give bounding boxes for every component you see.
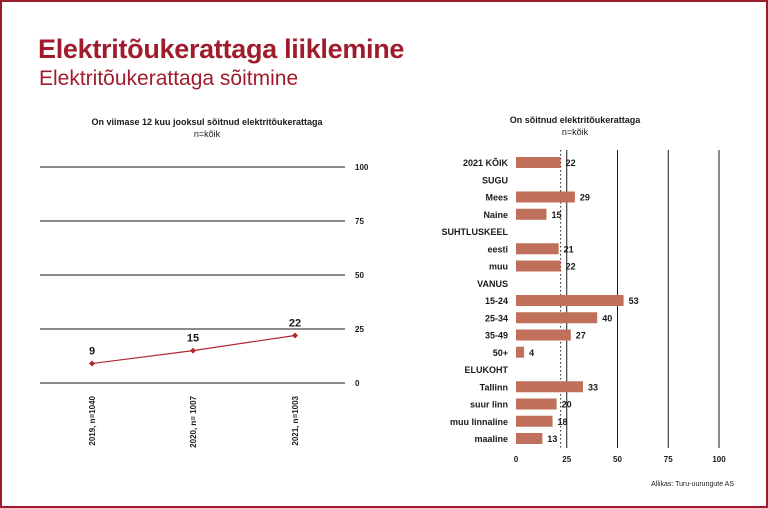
bar-category-label: muu xyxy=(489,262,508,272)
line-chart-title: On viimase 12 kuu jooksul sõitnud elektr… xyxy=(91,117,323,127)
bar-x-tick-label: 25 xyxy=(562,455,571,464)
bar-mark xyxy=(516,295,624,306)
line-data-label: 15 xyxy=(187,333,199,345)
line-x-category-label: 2019, n=1040 xyxy=(88,395,97,445)
bar-value-label: 29 xyxy=(580,193,590,203)
bar-value-label: 4 xyxy=(529,348,534,358)
bar-x-tick-label: 50 xyxy=(613,455,622,464)
bar-category-label: suur linn xyxy=(470,400,508,410)
bar-category-label: 50+ xyxy=(493,348,508,358)
bar-category-label: 2021 KÕIK xyxy=(463,158,509,168)
bar-group-heading: VANUS xyxy=(477,279,508,289)
bar-mark xyxy=(516,346,525,358)
line-data-point xyxy=(89,360,95,367)
bar-value-label: 13 xyxy=(547,434,557,444)
page-subtitle: Elektritõukerattaga sõitmine xyxy=(39,67,299,90)
bar-category-label: Naine xyxy=(483,210,508,220)
line-y-tick-label: 100 xyxy=(355,163,369,172)
line-data-label: 9 xyxy=(89,346,95,358)
bar-category-label: eesti xyxy=(487,244,508,254)
bar-mark xyxy=(516,208,547,220)
bar-group-heading: SUHTLUSKEEL xyxy=(441,227,508,237)
line-y-tick-label: 0 xyxy=(355,379,360,388)
bar-category-label: maaline xyxy=(474,434,508,444)
bar-value-label: 22 xyxy=(566,262,576,272)
bar-value-label: 15 xyxy=(551,210,561,220)
line-x-category-label: 2021, n=1003 xyxy=(291,395,300,445)
bar-category-label: 25-34 xyxy=(485,313,508,323)
bar-mark xyxy=(516,243,559,255)
bar-value-label: 33 xyxy=(588,382,598,392)
bar-value-label: 20 xyxy=(562,400,572,410)
bar-group-heading: SUGU xyxy=(482,175,508,185)
bar-category-label: Tallinn xyxy=(480,382,508,392)
bar-category-label: 35-49 xyxy=(485,331,508,341)
bar-value-label: 40 xyxy=(602,313,612,323)
bar-mark xyxy=(516,433,543,444)
bar-category-label: muu linnaline xyxy=(450,417,508,427)
bar-value-label: 21 xyxy=(564,244,574,254)
bar-value-label: 27 xyxy=(576,331,586,341)
line-y-tick-label: 25 xyxy=(355,325,364,334)
bar-chart-title: On sõitnud elektritõukerattaga xyxy=(510,115,642,125)
bar-category-label: 15-24 xyxy=(485,296,508,306)
bar-x-tick-label: 100 xyxy=(712,455,726,464)
bar-chart-subtitle: n=kõik xyxy=(562,127,589,137)
line-data-point xyxy=(292,332,298,339)
bar-mark xyxy=(516,415,553,427)
bar-group-heading: ELUKOHT xyxy=(465,365,509,375)
line-x-category-label: 2020, n= 1007 xyxy=(189,395,198,447)
bar-mark xyxy=(516,191,575,203)
line-chart-subtitle: n=kõik xyxy=(194,129,221,139)
source-note: Allikas: Turu-uurungute AS xyxy=(651,481,734,488)
page-title: Elektritõukerattaga liiklemine xyxy=(38,34,405,64)
bar-category-label: Mees xyxy=(485,193,508,203)
bar-x-tick-label: 0 xyxy=(514,455,519,464)
line-data-label: 22 xyxy=(289,317,301,329)
bar-value-label: 53 xyxy=(629,296,639,306)
line-data-point xyxy=(190,347,196,354)
bar-mark xyxy=(516,329,571,341)
bar-mark xyxy=(516,398,557,410)
line-y-tick-label: 75 xyxy=(355,217,364,226)
bar-value-label: 18 xyxy=(558,417,568,427)
bar-mark xyxy=(516,312,598,324)
bar-value-label: 22 xyxy=(566,158,576,168)
bar-mark xyxy=(516,381,583,393)
bar-x-tick-label: 75 xyxy=(664,455,673,464)
line-y-tick-label: 50 xyxy=(355,271,364,280)
bar-mark xyxy=(516,260,561,272)
bar-mark xyxy=(516,157,561,168)
